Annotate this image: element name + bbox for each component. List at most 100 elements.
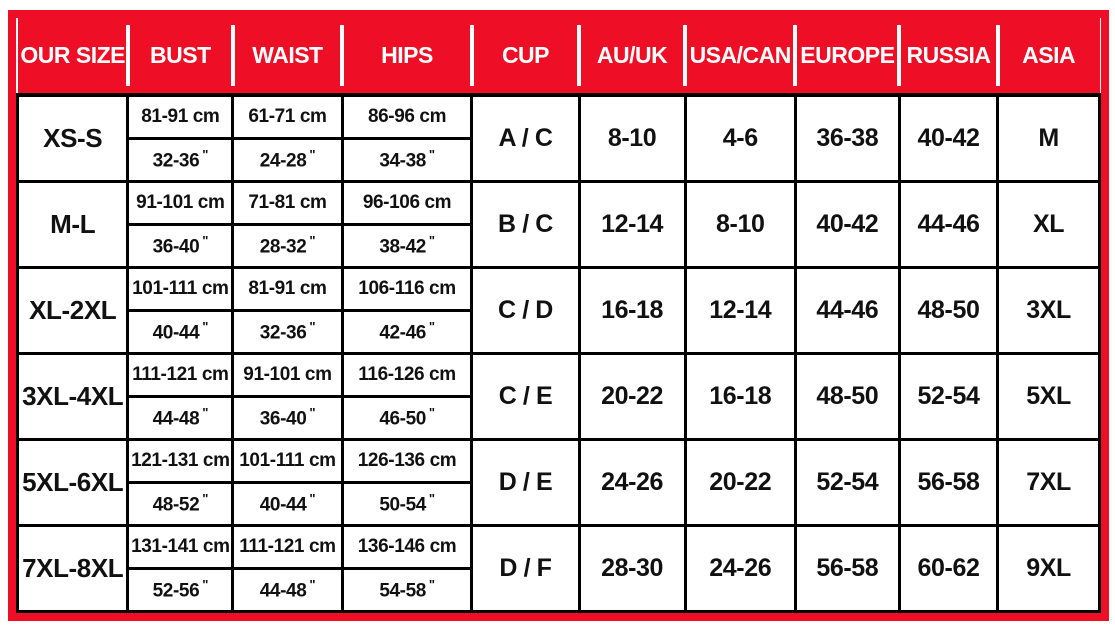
hips-inch-cell: 50-54 " xyxy=(340,480,474,527)
hips-cm-cell: 106-116 cm xyxy=(340,265,474,312)
bust-inch-cell: 32-36 " xyxy=(126,136,235,183)
waist-inch-cell: 36-40 " xyxy=(231,394,344,441)
asia-cell: XL xyxy=(996,179,1101,269)
usa-can-cell: 20-22 xyxy=(683,437,797,527)
inch-value: 44-48 xyxy=(259,580,307,602)
inch-value: 52-56 xyxy=(152,580,200,602)
size-cell: 7XL-8XL xyxy=(15,523,130,613)
table-subrow: 44-48 " 36-40 " 46-50 " xyxy=(18,394,1100,441)
inch-mark: " xyxy=(428,490,435,506)
inch-value: 46-50 xyxy=(379,408,426,430)
europe-cell: 52-54 xyxy=(793,437,901,527)
russia-cell: 44-46 xyxy=(897,179,1000,269)
inch-value: 28-32 xyxy=(259,236,307,258)
cup-cell: C / D xyxy=(470,265,581,355)
table-subrow: 32-36 " 24-28 " 34-38 " xyxy=(18,136,1100,183)
inch-value: 32-36 xyxy=(152,150,200,172)
europe-cell: 40-42 xyxy=(793,179,901,269)
table-body: XS-S 81-91 cm 61-71 cm 86-96 cm A / C 8-… xyxy=(15,93,1101,613)
table-row: XS-S 81-91 cm 61-71 cm 86-96 cm A / C 8-… xyxy=(15,93,1101,183)
usa-can-cell: 16-18 xyxy=(683,351,797,441)
inch-value: 24-28 xyxy=(259,150,307,172)
asia-cell: 7XL xyxy=(996,437,1101,527)
asia-cell: M xyxy=(996,93,1101,183)
russia-cell: 40-42 xyxy=(897,93,1000,183)
asia-cell: 9XL xyxy=(996,523,1101,613)
inch-mark: " xyxy=(309,576,316,592)
cup-cell: D / E xyxy=(470,437,581,527)
header-hips: HIPS xyxy=(340,18,472,97)
inch-mark: " xyxy=(309,490,316,506)
russia-cell: 48-50 xyxy=(897,265,1000,355)
waist-cm-cell: 101-111 cm xyxy=(231,437,344,484)
inch-mark: " xyxy=(309,404,316,420)
bust-inch-cell: 40-44 " xyxy=(126,308,235,355)
header-au-uk: AU/UK xyxy=(577,18,686,97)
hips-cm-cell: 86-96 cm xyxy=(340,93,474,140)
inch-mark: " xyxy=(428,576,435,592)
header-our-size: OUR SIZE xyxy=(17,18,128,97)
inch-mark: " xyxy=(428,318,435,334)
waist-inch-cell: 32-36 " xyxy=(231,308,344,355)
inch-mark: " xyxy=(428,232,435,248)
europe-cell: 36-38 xyxy=(793,93,901,183)
size-conversion-table: OUR SIZE BUST WAIST HIPS CUP AU/UK USA/C… xyxy=(15,18,1101,613)
waist-cm-cell: 91-101 cm xyxy=(231,351,344,398)
size-cell: M-L xyxy=(15,179,130,269)
bust-cm-cell: 121-131 cm xyxy=(126,437,235,484)
au-uk-cell: 28-30 xyxy=(577,523,687,613)
bust-cm-cell: 131-141 cm xyxy=(126,523,235,570)
inch-mark: " xyxy=(202,404,209,420)
header-cup: CUP xyxy=(469,18,580,97)
cup-cell: B / C xyxy=(470,179,581,269)
bust-inch-cell: 44-48 " xyxy=(126,394,235,441)
inch-mark: " xyxy=(202,232,209,248)
waist-cm-cell: 61-71 cm xyxy=(231,93,344,140)
au-uk-cell: 8-10 xyxy=(577,93,687,183)
table-row: 5XL-6XL 121-131 cm 101-111 cm 126-136 cm… xyxy=(15,437,1101,527)
header-bust: BUST xyxy=(125,18,233,97)
header-row: OUR SIZE BUST WAIST HIPS CUP AU/UK USA/C… xyxy=(17,18,1100,97)
bust-cm-cell: 101-111 cm xyxy=(126,265,235,312)
hips-inch-cell: 34-38 " xyxy=(340,136,474,183)
inch-value: 44-48 xyxy=(152,408,200,430)
au-uk-cell: 16-18 xyxy=(577,265,687,355)
hips-inch-cell: 42-46 " xyxy=(340,308,474,355)
europe-cell: 48-50 xyxy=(793,351,901,441)
bust-cm-cell: 81-91 cm xyxy=(126,93,235,140)
inch-mark: " xyxy=(309,146,316,162)
inch-value: 40-44 xyxy=(152,322,200,344)
size-cell: 5XL-6XL xyxy=(15,437,130,527)
header-europe: EUROPE xyxy=(793,18,900,97)
hips-inch-cell: 54-58 " xyxy=(340,566,474,613)
inch-value: 42-46 xyxy=(379,322,426,344)
au-uk-cell: 24-26 xyxy=(577,437,687,527)
usa-can-cell: 24-26 xyxy=(683,523,797,613)
hips-cm-cell: 126-136 cm xyxy=(340,437,474,484)
usa-can-cell: 8-10 xyxy=(683,179,797,269)
inch-mark: " xyxy=(202,146,209,162)
inch-value: 50-54 xyxy=(379,494,426,516)
waist-cm-cell: 111-121 cm xyxy=(231,523,344,570)
inch-mark: " xyxy=(202,576,209,592)
table-row: M-L 91-101 cm 71-81 cm 96-106 cm B / C 1… xyxy=(15,179,1101,269)
waist-inch-cell: 44-48 " xyxy=(231,566,344,613)
inch-mark: " xyxy=(202,318,209,334)
europe-cell: 44-46 xyxy=(793,265,901,355)
size-cell: XS-S xyxy=(15,93,130,183)
usa-can-cell: 12-14 xyxy=(683,265,797,355)
header-asia: ASIA xyxy=(995,18,1100,97)
waist-inch-cell: 24-28 " xyxy=(231,136,344,183)
table-row: XL-2XL 101-111 cm 81-91 cm 106-116 cm C … xyxy=(15,265,1101,355)
waist-cm-cell: 81-91 cm xyxy=(231,265,344,312)
hips-cm-cell: 136-146 cm xyxy=(340,523,474,570)
table-subrow: 36-40 " 28-32 " 38-42 " xyxy=(18,222,1100,269)
europe-cell: 56-58 xyxy=(793,523,901,613)
header-usa-can: USA/CAN xyxy=(683,18,796,97)
inch-value: 38-42 xyxy=(379,236,426,258)
cup-cell: A / C xyxy=(470,93,581,183)
waist-inch-cell: 40-44 " xyxy=(231,480,344,527)
inch-mark: " xyxy=(309,232,316,248)
table-subrow: 40-44 " 32-36 " 42-46 " xyxy=(18,308,1100,355)
bust-cm-cell: 91-101 cm xyxy=(126,179,235,226)
